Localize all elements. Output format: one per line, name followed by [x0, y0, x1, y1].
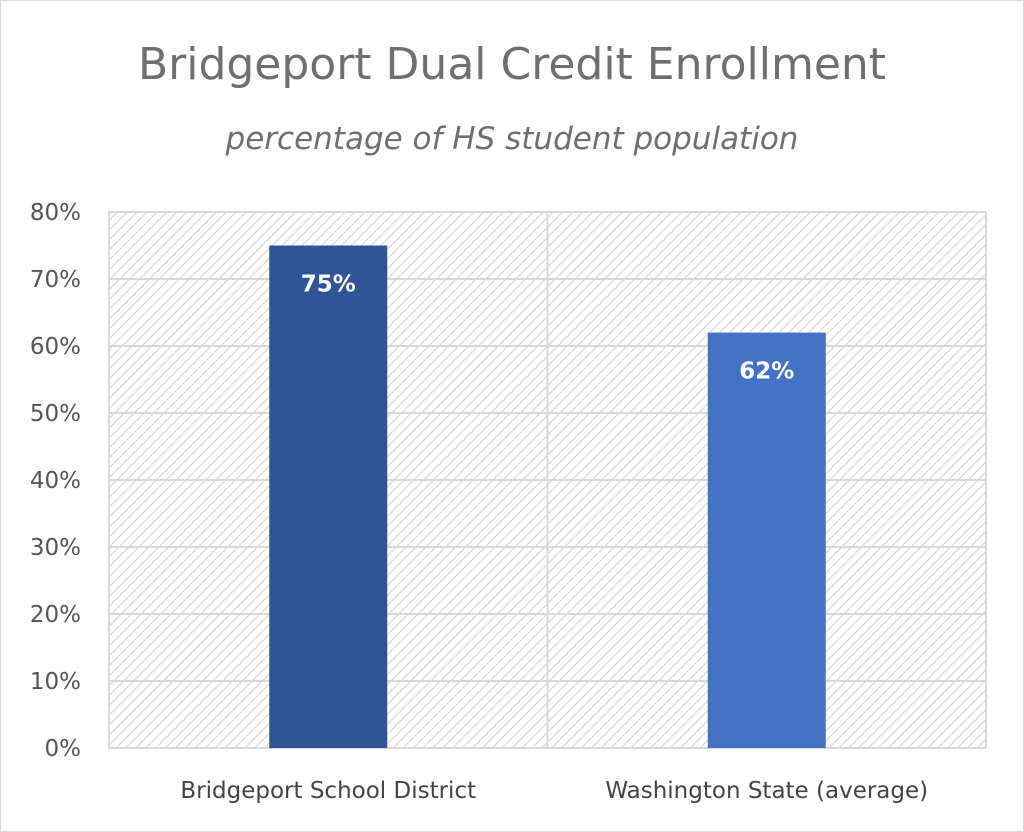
- data-label: 62%: [739, 359, 794, 385]
- bar: [707, 332, 826, 748]
- y-tick-label: 60%: [30, 334, 81, 360]
- chart-title: Bridgeport Dual Credit Enrollment: [137, 39, 887, 90]
- x-category-label: Washington State (average): [605, 778, 928, 804]
- x-category-label: Bridgeport School District: [180, 778, 476, 804]
- bar: [269, 245, 388, 748]
- y-tick-label: 70%: [30, 267, 81, 293]
- chart-subtitle: percentage of HS student population: [225, 121, 799, 157]
- data-label: 75%: [301, 272, 356, 298]
- y-tick-label: 0%: [45, 736, 82, 762]
- y-tick-label: 80%: [30, 200, 81, 226]
- y-tick-label: 30%: [30, 535, 81, 561]
- y-tick-label: 20%: [30, 602, 81, 628]
- y-tick-label: 10%: [30, 669, 81, 695]
- y-tick-label: 50%: [30, 401, 81, 427]
- y-tick-label: 40%: [30, 468, 81, 494]
